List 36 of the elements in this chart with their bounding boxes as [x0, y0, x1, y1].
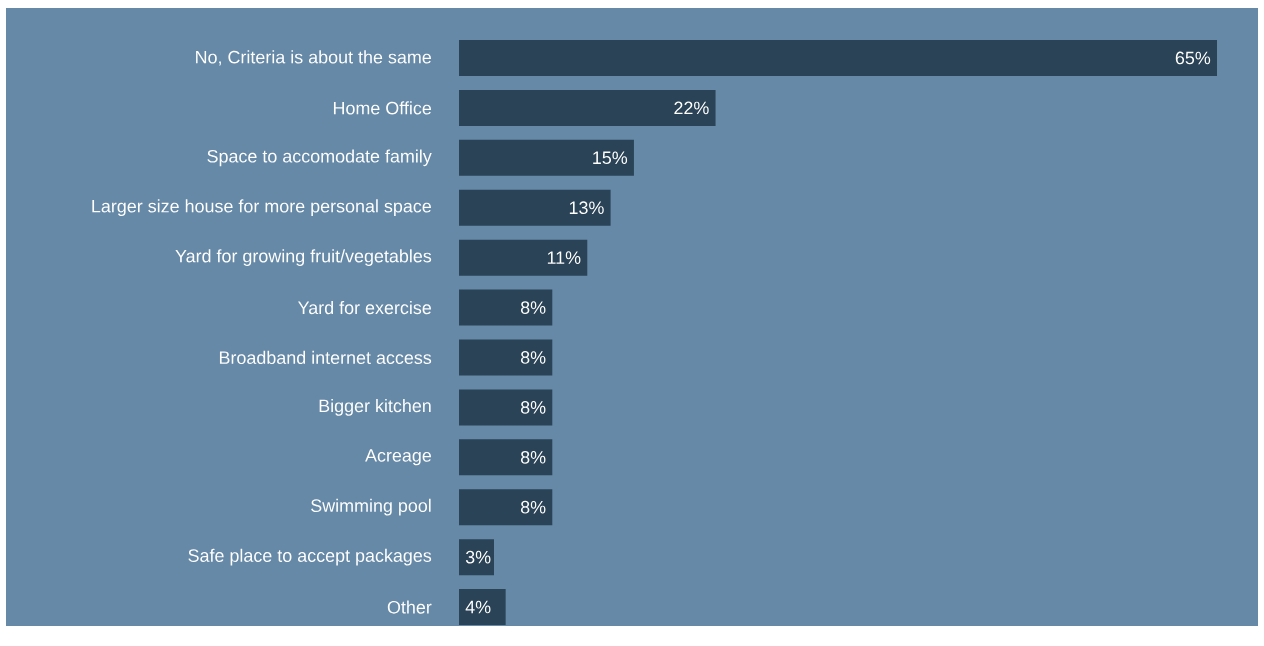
bar	[459, 89, 716, 126]
y-tick-label: Swimming pool	[311, 498, 431, 516]
data-label: 11%	[547, 251, 581, 264]
y-tick-label: Yard for growing fruit/vegetables	[175, 249, 432, 266]
data-label: 13%	[569, 201, 604, 215]
y-tick-label: Home Office	[333, 101, 432, 115]
bar	[459, 189, 611, 226]
bar	[459, 339, 553, 376]
y-tick-label: No, Criteria is about the same	[196, 50, 431, 66]
bar	[459, 289, 553, 326]
data-label: 8%	[520, 500, 546, 514]
data-label: 22%	[674, 101, 709, 115]
data-label: 8%	[520, 351, 546, 364]
y-tick-label: Safe place to accept packages	[188, 548, 432, 566]
y-tick-label: Bigger kitchen	[319, 399, 431, 416]
data-label: 8%	[520, 401, 546, 414]
data-label: 8%	[520, 450, 546, 464]
bar	[459, 389, 553, 426]
y-tick-label: Other	[387, 600, 432, 614]
bar	[459, 239, 588, 276]
bar	[459, 539, 494, 576]
bar	[459, 489, 553, 526]
y-tick-label: Acreage	[365, 449, 432, 466]
data-label: 65%	[1175, 51, 1211, 65]
bar	[459, 139, 634, 176]
data-label: 15%	[593, 151, 628, 165]
data-label: 8%	[520, 301, 546, 314]
y-tick-label: Broadband internet access	[219, 350, 432, 365]
bar	[459, 439, 553, 476]
data-label: 4%	[465, 600, 491, 614]
y-tick-label: Space to accomodate family	[207, 149, 432, 167]
data-label: 3%	[465, 550, 491, 564]
y-tick-label: Yard for exercise	[298, 300, 431, 315]
y-tick-label: Larger size house for more personal space	[92, 199, 431, 217]
bar	[459, 589, 506, 626]
bar	[459, 39, 1217, 76]
